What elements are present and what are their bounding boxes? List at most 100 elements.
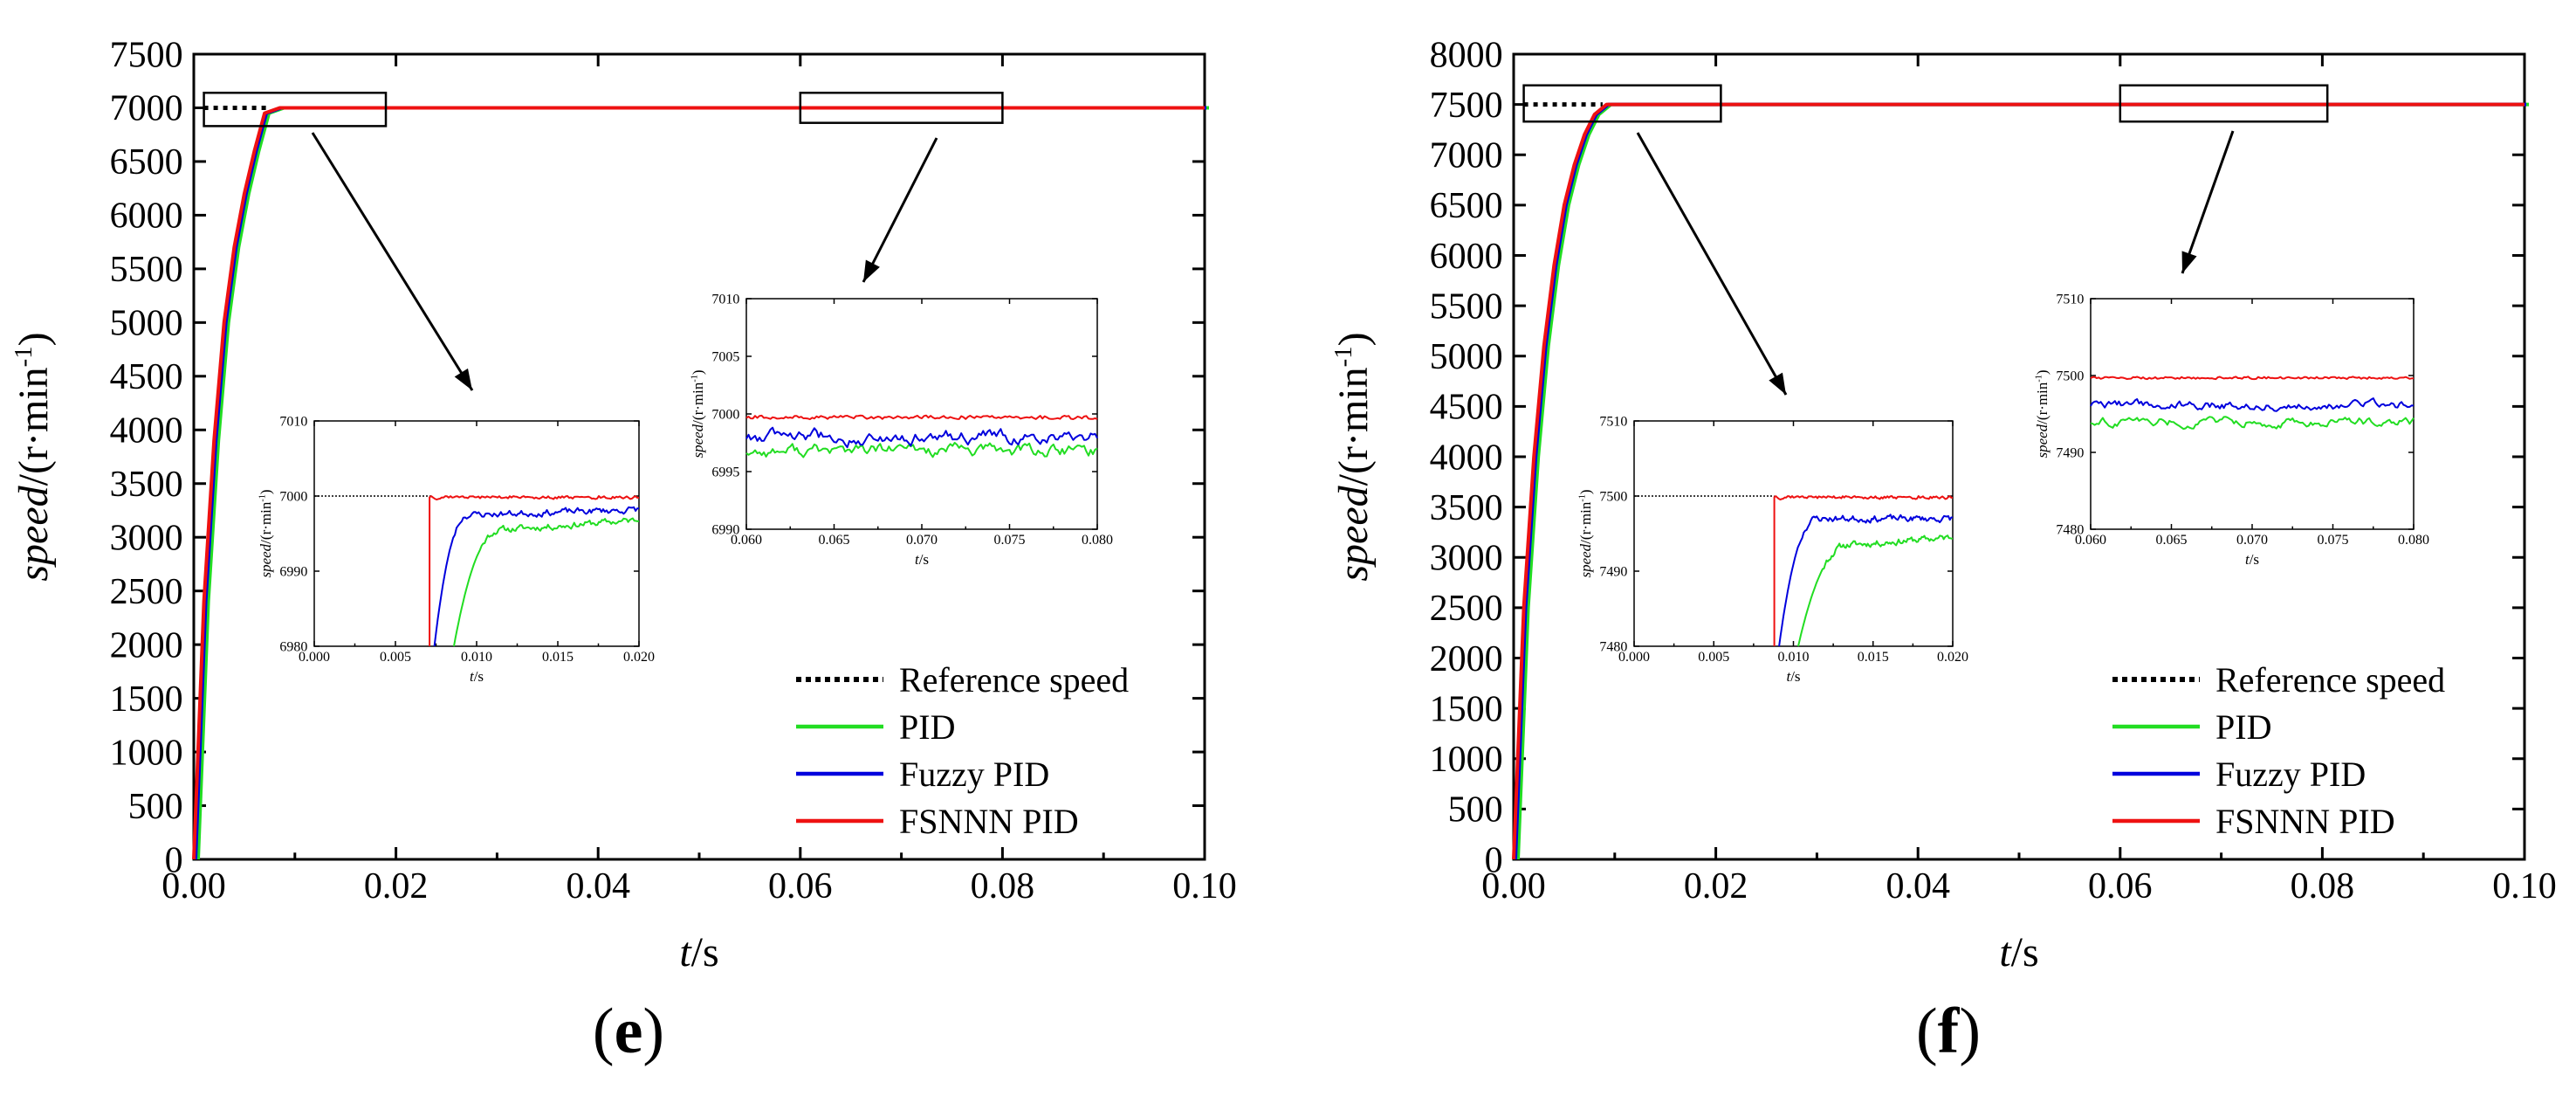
- zoom-box-2: [2119, 84, 2329, 123]
- inset-steady-y-axis-label: speed/(r·min-1): [690, 369, 706, 458]
- main-y-tick-label: 7000: [1430, 136, 1503, 176]
- main-y-tick-label: 3500: [1430, 488, 1503, 528]
- inset-transient-fuzzy-pid-line: [1778, 514, 1953, 647]
- main-y-tick-label: 2500: [110, 572, 183, 612]
- main-y-tick-label: 7000: [110, 89, 183, 129]
- fsnnn-pid-line-main: [1512, 102, 2524, 860]
- main-y-tick-label: 5500: [110, 250, 183, 290]
- inset-steady-bg: [746, 299, 1097, 529]
- inset-steady-x-tick-label: 0.070: [906, 533, 938, 548]
- main-y-tick-label: 5500: [1430, 286, 1503, 327]
- chart-panel-f: 0.00 0.02 0.04 0.06 0.08 0.10 0 500 1000 1500 2000…: [1329, 35, 2557, 1067]
- zoom-box-1: [203, 92, 388, 128]
- inset-transient-x-tick-label: 0.005: [380, 650, 411, 665]
- zoom-arrow-head-2: [2181, 251, 2197, 273]
- main-x-tick-label: 0.10: [2492, 866, 2557, 907]
- main-y-tick-label: 4000: [110, 411, 183, 452]
- inset-steady-x-tick-label: 0.060: [2075, 533, 2106, 548]
- legend-label-reference-speed: Reference speed: [899, 660, 1129, 700]
- inset-transient-fuzzy-pid-line: [433, 506, 640, 647]
- legend-label-fuzzy-pid: Fuzzy PID: [899, 755, 1049, 794]
- inset-transient-y-axis-label: speed/(r·min-1): [1577, 489, 1594, 577]
- zoom-arrow-1: [1636, 132, 1788, 396]
- inset-steady-x-tick-label: 0.065: [819, 533, 850, 548]
- main-y-tick-label: 1000: [1430, 740, 1503, 780]
- inset-steady-bg: [2091, 299, 2414, 529]
- zoom-box-1: [1522, 84, 1722, 123]
- inset-transient-x-tick-label: 0.000: [299, 650, 330, 665]
- zoom-arrow-1: [311, 132, 474, 391]
- inset-transient: 0.000 0.005 0.010 0.015 0.020 6980 6990 7000 701…: [258, 414, 655, 685]
- inset-transient-x-tick-label: 0.015: [542, 650, 574, 665]
- inset-steady-x-tick-label: 0.070: [2236, 533, 2268, 548]
- inset-transient-y-tick-label: 7510: [1599, 414, 1627, 429]
- zoom-box-2: [799, 92, 1004, 124]
- legend: Reference speed PID Fuzzy PID FSNNN PID: [796, 660, 1129, 841]
- inset-transient-y-axis-label: speed/(r·min-1): [258, 489, 274, 577]
- inset-steady-pid-line: [2090, 416, 2415, 431]
- inset-steady-x-axis-label: t/s: [2245, 551, 2259, 568]
- main-y-tick-label: 500: [128, 787, 183, 827]
- inset-transient-y-tick-label: 6980: [279, 639, 307, 654]
- inset-transient-x-tick-label: 0.010: [461, 650, 492, 665]
- inset-steady-x-tick-label: 0.075: [994, 533, 1026, 548]
- main-y-tick-label: 6500: [1430, 186, 1503, 226]
- inset-steady-fuzzy-pid-line: [745, 426, 1098, 449]
- inset-transient-x-tick-label: 0.005: [1698, 650, 1729, 665]
- legend-label-reference-speed: Reference speed: [2215, 660, 2445, 700]
- legend-label-pid: PID: [2215, 707, 2271, 747]
- inset-steady-y-axis-label: speed/(r·min-1): [2034, 369, 2050, 458]
- main-y-tick-label: 7500: [1430, 86, 1503, 126]
- main-x-tick-label: 0.04: [1886, 866, 1950, 907]
- inset-steady-y-tick-label: 7490: [2056, 445, 2084, 460]
- main-x-tick-label: 0.06: [2088, 866, 2153, 907]
- main-x-tick-label: 0.00: [161, 866, 226, 907]
- main-y-tick-label: 2500: [1430, 589, 1503, 629]
- inset-steady-fsnnn-pid-line: [2090, 376, 2415, 381]
- main-y-tick-label: 2000: [110, 625, 183, 665]
- inset-steady-x-axis-label: t/s: [915, 551, 929, 568]
- main-y-tick-label: 1000: [110, 733, 183, 773]
- inset-steady-x-tick-label: 0.075: [2318, 533, 2349, 548]
- main-x-tick-label: 0.08: [2291, 866, 2355, 907]
- inset-steady-y-tick-label: 6990: [711, 522, 739, 537]
- main-y-tick-label: 4500: [1430, 388, 1503, 428]
- main-y-tick-label: 4500: [110, 357, 183, 397]
- main-y-tick-label: 0: [1485, 840, 1503, 880]
- inset-transient-y-tick-label: 7500: [1599, 489, 1627, 504]
- legend: Reference speed PID Fuzzy PID FSNNN PID: [2112, 660, 2445, 841]
- legend-label-fuzzy-pid: Fuzzy PID: [2215, 755, 2366, 794]
- inset-steady-fuzzy-pid-line: [2090, 397, 2415, 412]
- main-y-tick-label: 7500: [110, 35, 183, 75]
- main-x-tick-label: 0.04: [566, 866, 630, 907]
- main-y-tick-label: 500: [1448, 790, 1503, 831]
- inset-steady-y-tick-label: 7000: [711, 407, 739, 422]
- main-y-tick-label: 8000: [1430, 35, 1503, 75]
- inset-steady-y-tick-label: 7480: [2056, 522, 2084, 537]
- zoom-arrow-head-1: [1769, 372, 1786, 395]
- main-y-tick-label: 3000: [1430, 539, 1503, 579]
- zoom-arrow-head-2: [863, 259, 880, 282]
- main-y-tick-label: 3500: [110, 465, 183, 505]
- main-x-axis-label: t/s: [679, 929, 718, 975]
- inset-transient-bg: [1634, 421, 1953, 646]
- zoom-arrow-2: [862, 137, 938, 283]
- main-y-axis-label: speed/(r·min-1): [1329, 332, 1377, 581]
- legend-label-pid: PID: [899, 707, 955, 747]
- inset-steady-y-tick-label: 6995: [711, 465, 739, 479]
- main-y-tick-label: 6000: [1430, 237, 1503, 277]
- main-x-tick-label: 0.00: [1481, 866, 1546, 907]
- inset-transient-pid-line: [453, 517, 640, 647]
- main-y-tick-label: 4000: [1430, 438, 1503, 478]
- main-y-tick-label: 5000: [1430, 337, 1503, 377]
- inset-transient-fsnnn-pid-line: [429, 495, 639, 646]
- inset-transient-y-tick-label: 7000: [279, 489, 307, 504]
- inset-transient-y-tick-label: 7490: [1599, 564, 1627, 579]
- inset-transient-fsnnn-pid-line: [1773, 495, 1953, 646]
- inset-steady-y-tick-label: 7510: [2056, 292, 2084, 307]
- inset-transient-bg: [314, 421, 639, 646]
- main-y-tick-label: 3000: [110, 518, 183, 558]
- main-x-tick-label: 0.02: [364, 866, 429, 907]
- main-y-tick-label: 6500: [110, 142, 183, 183]
